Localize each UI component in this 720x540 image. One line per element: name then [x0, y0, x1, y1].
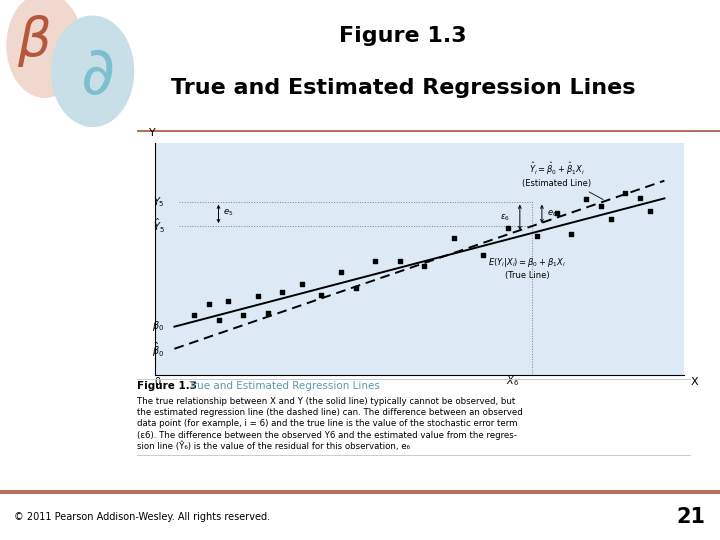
- Text: $Y_5$: $Y_5$: [153, 195, 165, 208]
- Point: [276, 287, 288, 296]
- Text: X: X: [690, 376, 698, 387]
- Text: 0: 0: [154, 376, 161, 387]
- Text: $\beta$: $\beta$: [17, 14, 50, 70]
- Text: $E(Y_i|X_i) = \beta_0 + \beta_1 X_i$
(True Line): $E(Y_i|X_i) = \beta_0 + \beta_1 X_i$ (Tr…: [488, 256, 566, 280]
- Text: © 2011 Pearson Addison-Wesley. All rights reserved.: © 2011 Pearson Addison-Wesley. All right…: [14, 512, 271, 522]
- Point: [238, 311, 249, 320]
- Text: $\hat{Y}_5$: $\hat{Y}_5$: [153, 217, 165, 235]
- Point: [595, 202, 606, 211]
- Text: 21: 21: [677, 507, 706, 527]
- Point: [531, 232, 543, 240]
- Point: [448, 234, 459, 242]
- Point: [188, 310, 199, 319]
- Text: $X_6$: $X_6$: [506, 375, 519, 388]
- Text: True and Estimated Regression Lines: True and Estimated Regression Lines: [171, 78, 636, 98]
- Text: (ε6). The difference between the observed Y6 and the estimated value from the re: (ε6). The difference between the observe…: [137, 430, 517, 440]
- Text: $\hat{\beta}_0$: $\hat{\beta}_0$: [153, 341, 165, 359]
- Point: [315, 291, 327, 299]
- Point: [212, 315, 224, 324]
- Point: [369, 256, 381, 265]
- Point: [252, 292, 264, 300]
- Point: [502, 224, 513, 233]
- Text: Figure 1.3: Figure 1.3: [137, 381, 197, 391]
- Point: [418, 261, 430, 270]
- Text: $\partial$: $\partial$: [80, 43, 113, 108]
- Point: [634, 194, 646, 202]
- Text: Figure 1.3: Figure 1.3: [339, 26, 467, 46]
- Point: [644, 207, 655, 215]
- Point: [203, 300, 215, 309]
- Text: sion line (Ŷ₆) is the value of the residual for this observation, e₆: sion line (Ŷ₆) is the value of the resid…: [137, 442, 410, 451]
- Ellipse shape: [52, 16, 134, 126]
- Text: data point (for example, i = 6) and the true line is the value of the stochastic: data point (for example, i = 6) and the …: [137, 420, 517, 428]
- Text: True and Estimated Regression Lines: True and Estimated Regression Lines: [188, 381, 379, 391]
- Point: [296, 280, 307, 289]
- Ellipse shape: [7, 0, 82, 97]
- Point: [619, 189, 631, 198]
- Text: $e_5$: $e_5$: [223, 207, 234, 218]
- Text: The true relationship between X and Y (the solid line) typically cannot be obser: The true relationship between X and Y (t…: [137, 397, 515, 406]
- Point: [394, 256, 405, 265]
- Text: Y: Y: [149, 128, 156, 138]
- Text: $\beta_0$: $\beta_0$: [153, 319, 165, 333]
- Text: the estimated regression line (the dashed line) can. The difference between an o: the estimated regression line (the dashe…: [137, 408, 523, 417]
- Text: $e_6$: $e_6$: [546, 208, 557, 219]
- Point: [477, 251, 489, 259]
- Text: $\hat{Y}_i = \hat{\beta}_0 + \hat{\beta}_1 X_i$
(Estimated Line): $\hat{Y}_i = \hat{\beta}_0 + \hat{\beta}…: [522, 161, 603, 200]
- Point: [551, 209, 562, 218]
- Text: $\varepsilon_6$: $\varepsilon_6$: [500, 212, 510, 222]
- Point: [565, 230, 577, 238]
- Point: [262, 309, 274, 318]
- Point: [350, 284, 361, 292]
- Point: [336, 268, 347, 276]
- Point: [222, 297, 234, 306]
- Point: [605, 215, 616, 224]
- Point: [580, 195, 592, 204]
